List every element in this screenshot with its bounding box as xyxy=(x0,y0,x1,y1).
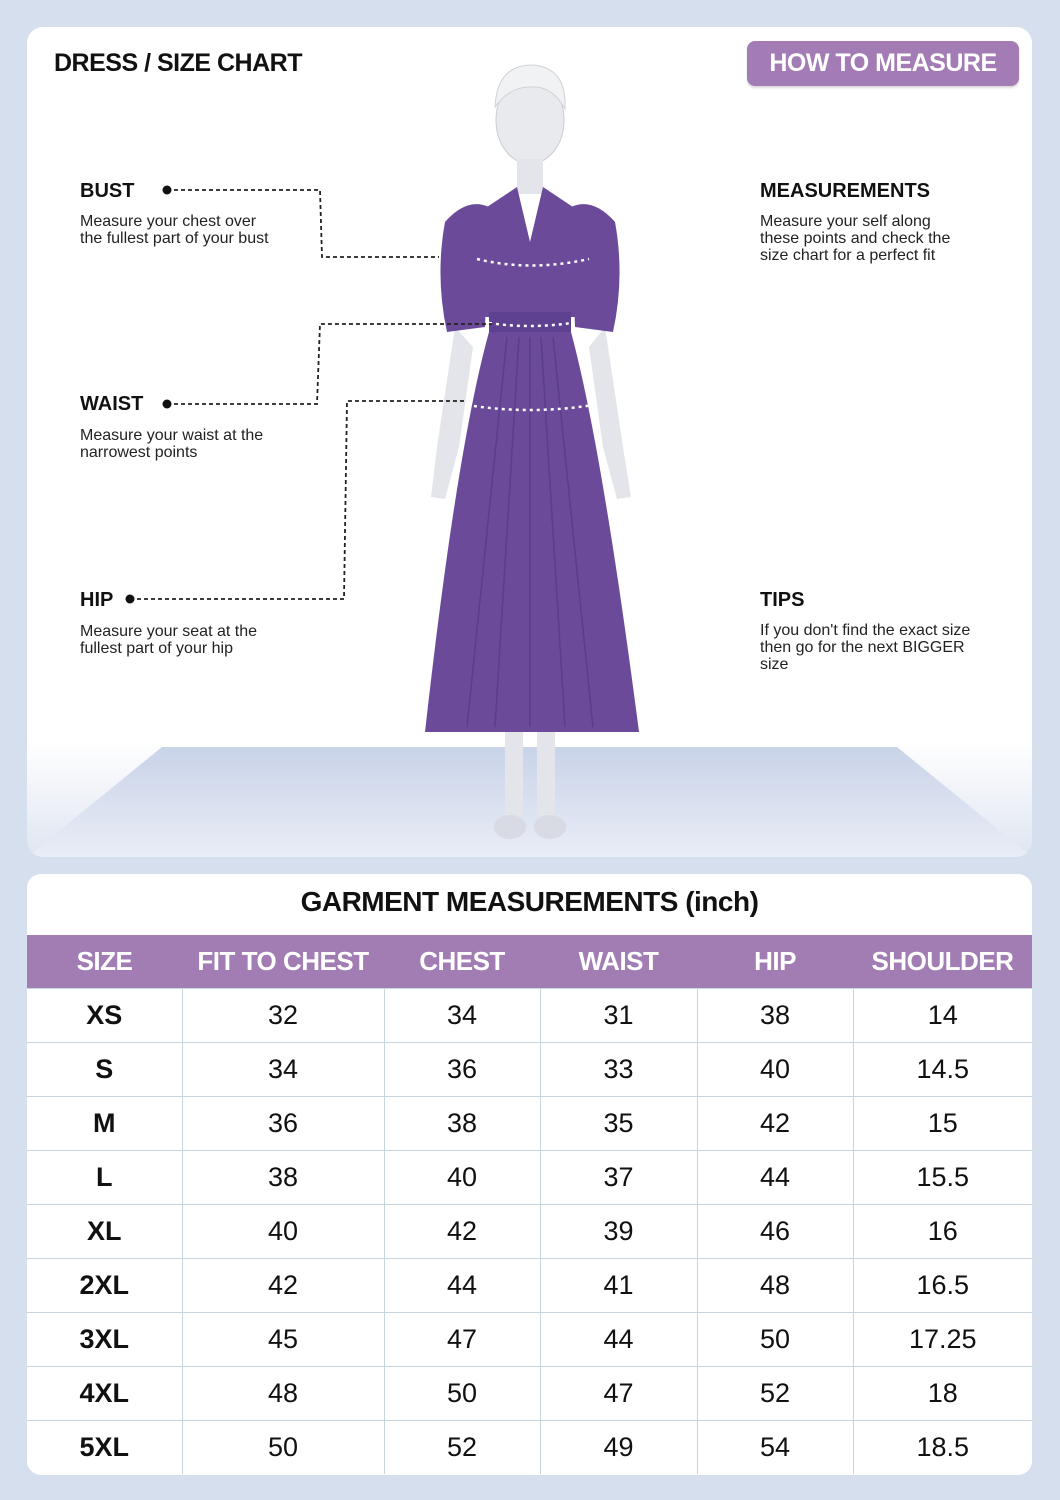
measurement-cell: 42 xyxy=(696,1096,854,1151)
column-header: SIZE xyxy=(27,935,182,989)
measurement-cell: 50 xyxy=(181,1420,385,1474)
size-cell: XL xyxy=(27,1204,183,1259)
floor xyxy=(27,747,1032,857)
measurement-cell: 40 xyxy=(181,1204,385,1259)
column-header: CHEST xyxy=(384,935,540,989)
size-cell: XS xyxy=(27,988,183,1043)
measurement-cell: 14 xyxy=(852,988,1032,1043)
measurement-cell: 38 xyxy=(696,988,854,1043)
bust-description: Measure your chest over the fullest part… xyxy=(80,213,269,247)
size-cell: L xyxy=(27,1150,183,1205)
table-title: GARMENT MEASUREMENTS (inch) xyxy=(300,886,759,917)
measurement-cell: 18.5 xyxy=(852,1420,1032,1474)
measurement-cell: 32 xyxy=(181,988,385,1043)
measurement-cell: 38 xyxy=(383,1096,541,1151)
measurement-cell: 34 xyxy=(181,1042,385,1097)
measurement-cell: 50 xyxy=(696,1312,854,1367)
measurement-cell: 49 xyxy=(539,1420,698,1474)
bust-label: BUST xyxy=(80,180,135,202)
measurement-cell: 45 xyxy=(181,1312,385,1367)
measurement-cell: 42 xyxy=(383,1204,541,1259)
measurement-cell: 31 xyxy=(539,988,698,1043)
measurement-cell: 50 xyxy=(383,1366,541,1421)
measurement-cell: 46 xyxy=(696,1204,854,1259)
hip-label: HIP xyxy=(80,589,114,611)
tips-label: TIPS xyxy=(760,589,805,611)
size-cell: 4XL xyxy=(27,1366,183,1421)
table-row: 5XL 50 52 49 54 18.5 xyxy=(27,1420,1032,1474)
table-row: M 36 38 35 42 15 xyxy=(27,1096,1032,1151)
measurement-cell: 40 xyxy=(383,1150,541,1205)
measurement-cell: 16.5 xyxy=(852,1258,1032,1313)
measurement-cell: 35 xyxy=(539,1096,698,1151)
hip-description: Measure your seat at the fullest part of… xyxy=(80,623,257,657)
size-table: SIZE FIT TO CHEST CHEST WAIST HIP SHOULDER XS… xyxy=(27,935,1032,1474)
measurements-description: Measure your self along these points and… xyxy=(760,213,951,264)
measurement-cell: 34 xyxy=(383,988,541,1043)
measurement-cell: 36 xyxy=(383,1042,541,1097)
column-header: SHOULDER xyxy=(853,935,1032,989)
measurement-cell: 15.5 xyxy=(852,1150,1032,1205)
size-cell: M xyxy=(27,1096,183,1151)
measurement-cell: 48 xyxy=(696,1258,854,1313)
measurement-cell: 33 xyxy=(539,1042,698,1097)
table-row: S 34 36 33 40 14.5 xyxy=(27,1042,1032,1097)
size-cell: S xyxy=(27,1042,183,1097)
table-row: 4XL 48 50 47 52 18 xyxy=(27,1366,1032,1421)
table-row: L 38 40 37 44 15.5 xyxy=(27,1150,1032,1205)
table-row: 2XL 42 44 41 48 16.5 xyxy=(27,1258,1032,1313)
measurement-cell: 42 xyxy=(181,1258,385,1313)
column-header: WAIST xyxy=(540,935,697,989)
measurement-cell: 39 xyxy=(539,1204,698,1259)
measurement-cell: 47 xyxy=(539,1366,698,1421)
measurement-cell: 44 xyxy=(383,1258,541,1313)
page-title: DRESS / SIZE CHART xyxy=(54,49,302,77)
measurement-cell: 41 xyxy=(539,1258,698,1313)
how-to-measure-button[interactable]: HOW TO MEASURE xyxy=(747,41,1019,86)
measurement-cell: 18 xyxy=(852,1366,1032,1421)
size-cell: 5XL xyxy=(27,1420,183,1474)
size-cell: 3XL xyxy=(27,1312,183,1367)
measurement-cell: 40 xyxy=(696,1042,854,1097)
measurement-cell: 14.5 xyxy=(852,1042,1032,1097)
measurement-cell: 36 xyxy=(181,1096,385,1151)
measurement-cell: 44 xyxy=(539,1312,698,1367)
how-to-measure-panel: DRESS / SIZE CHART HOW TO MEASURE xyxy=(27,27,1032,857)
measurement-cell: 38 xyxy=(181,1150,385,1205)
table-row: XL 40 42 39 46 16 xyxy=(27,1204,1032,1259)
size-cell: 2XL xyxy=(27,1258,183,1313)
table-row: XS 32 34 31 38 14 xyxy=(27,988,1032,1043)
measurement-cell: 44 xyxy=(696,1150,854,1205)
measurement-cell: 15 xyxy=(852,1096,1032,1151)
size-table-card: GARMENT MEASUREMENTS (inch) SIZE FIT TO C… xyxy=(27,874,1032,1475)
measurement-cell: 52 xyxy=(696,1366,854,1421)
measurement-cell: 37 xyxy=(539,1150,698,1205)
column-header: HIP xyxy=(697,935,853,989)
waist-label: WAIST xyxy=(80,393,144,415)
waist-description: Measure your waist at the narrowest poin… xyxy=(80,427,264,461)
measurements-label: MEASUREMENTS xyxy=(760,180,931,202)
measurement-cell: 17.25 xyxy=(852,1312,1032,1367)
measurement-cell: 48 xyxy=(181,1366,385,1421)
measurement-cell: 54 xyxy=(696,1420,854,1474)
measurement-cell: 16 xyxy=(852,1204,1032,1259)
table-header-row: SIZE FIT TO CHEST CHEST WAIST HIP SHOULDER xyxy=(27,935,1032,989)
column-header: FIT TO CHEST xyxy=(182,935,384,989)
measurement-cell: 47 xyxy=(383,1312,541,1367)
table-row: 3XL 45 47 44 50 17.25 xyxy=(27,1312,1032,1367)
tips-description: If you don't find the exact size then go… xyxy=(760,622,971,673)
mannequin-illustration xyxy=(125,64,639,839)
measurement-cell: 52 xyxy=(383,1420,541,1474)
